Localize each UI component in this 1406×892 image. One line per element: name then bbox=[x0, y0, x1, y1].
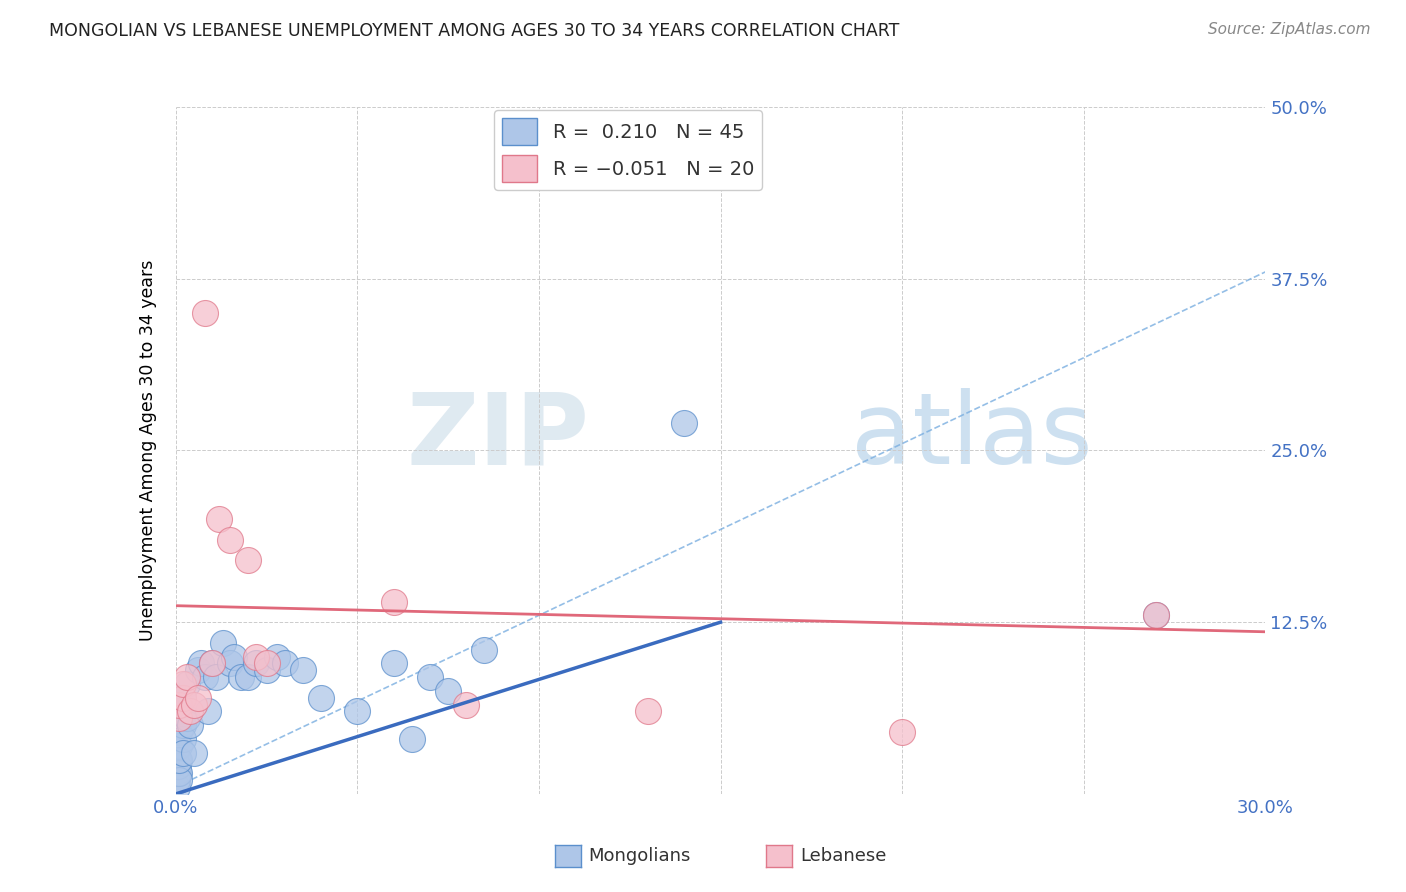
Point bbox=[245, 657, 267, 671]
Point bbox=[172, 731, 194, 746]
Point bbox=[456, 698, 478, 712]
Point bbox=[1146, 608, 1168, 623]
Text: Mongolians: Mongolians bbox=[589, 847, 690, 865]
Point bbox=[179, 718, 201, 732]
Point bbox=[176, 711, 198, 725]
Point bbox=[474, 642, 496, 657]
Point bbox=[169, 725, 191, 739]
Point bbox=[172, 690, 194, 705]
Point bbox=[183, 746, 205, 760]
Point bbox=[190, 657, 212, 671]
Point bbox=[219, 533, 242, 547]
Point bbox=[673, 416, 696, 430]
Point bbox=[169, 705, 191, 719]
Point bbox=[166, 773, 188, 788]
Point bbox=[169, 753, 191, 767]
Point bbox=[437, 683, 460, 698]
Legend: R =  0.210   N = 45, R = −0.051   N = 20: R = 0.210 N = 45, R = −0.051 N = 20 bbox=[495, 110, 762, 190]
Point bbox=[201, 657, 224, 671]
Point bbox=[238, 553, 260, 567]
Point bbox=[266, 649, 288, 664]
Point bbox=[197, 705, 219, 719]
Point bbox=[637, 705, 659, 719]
Point bbox=[208, 512, 231, 526]
Point bbox=[170, 711, 193, 725]
Point bbox=[419, 670, 441, 684]
Point bbox=[169, 739, 191, 753]
Point bbox=[167, 759, 190, 773]
Point bbox=[172, 690, 194, 705]
Point bbox=[169, 711, 191, 725]
Point bbox=[186, 663, 209, 677]
Point bbox=[256, 657, 278, 671]
Point bbox=[309, 690, 332, 705]
Point bbox=[1146, 608, 1168, 623]
Point bbox=[382, 657, 405, 671]
Point bbox=[222, 649, 245, 664]
Point bbox=[172, 718, 194, 732]
Point bbox=[245, 649, 267, 664]
Point bbox=[382, 594, 405, 608]
Point bbox=[201, 657, 224, 671]
Point bbox=[167, 766, 190, 780]
Point bbox=[169, 698, 191, 712]
Point bbox=[167, 773, 190, 788]
Point bbox=[194, 670, 217, 684]
Point bbox=[179, 705, 201, 719]
Point bbox=[172, 746, 194, 760]
Point bbox=[183, 698, 205, 712]
Text: MONGOLIAN VS LEBANESE UNEMPLOYMENT AMONG AGES 30 TO 34 YEARS CORRELATION CHART: MONGOLIAN VS LEBANESE UNEMPLOYMENT AMONG… bbox=[49, 22, 900, 40]
Point bbox=[346, 705, 368, 719]
Point bbox=[238, 670, 260, 684]
Point bbox=[212, 636, 235, 650]
Point bbox=[194, 306, 217, 320]
Point bbox=[291, 663, 314, 677]
Text: Lebanese: Lebanese bbox=[800, 847, 887, 865]
Text: atlas: atlas bbox=[852, 388, 1092, 485]
Point bbox=[186, 690, 209, 705]
Point bbox=[176, 670, 198, 684]
Point bbox=[231, 670, 253, 684]
Point bbox=[891, 725, 914, 739]
Point bbox=[204, 670, 226, 684]
Y-axis label: Unemployment Among Ages 30 to 34 years: Unemployment Among Ages 30 to 34 years bbox=[139, 260, 157, 641]
Point bbox=[172, 677, 194, 691]
Point bbox=[256, 663, 278, 677]
Point bbox=[176, 677, 198, 691]
Point bbox=[274, 657, 297, 671]
Point bbox=[167, 753, 190, 767]
Text: ZIP: ZIP bbox=[406, 388, 591, 485]
Text: Source: ZipAtlas.com: Source: ZipAtlas.com bbox=[1208, 22, 1371, 37]
Point bbox=[401, 731, 423, 746]
Point bbox=[166, 766, 188, 780]
Point bbox=[166, 780, 188, 794]
Point bbox=[219, 657, 242, 671]
